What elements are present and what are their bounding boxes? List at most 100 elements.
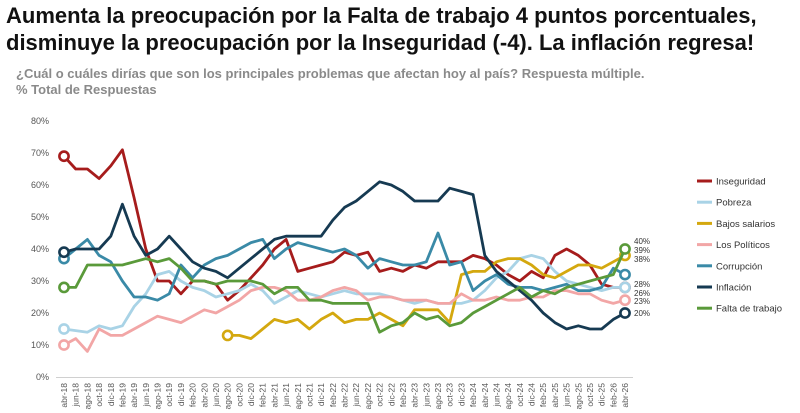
x-tick-label: dic-22 [386, 383, 396, 406]
series-line-bajos-salarios [226, 253, 627, 341]
series-end-marker-pobreza [619, 281, 631, 294]
y-tick-label: 50% [31, 212, 49, 222]
x-tick-label: oct-24 [515, 383, 525, 407]
x-tick-label: feb-19 [117, 383, 127, 407]
series-line-corrupcion [62, 231, 627, 302]
x-tick-label: jun-24 [491, 383, 501, 408]
x-tick-label: ago-23 [433, 383, 443, 410]
series-end-label-falta-de-trabajo: 40% [634, 237, 650, 246]
legend-item-inflacion[interactable]: Inflación [716, 283, 751, 294]
legend-item-inseguridad[interactable]: Inseguridad [716, 177, 766, 188]
legend-item-los-politicos[interactable]: Los Políticos [716, 240, 770, 251]
series-start-marker-inflacion [58, 246, 70, 259]
series-end-label-inflacion: 20% [634, 309, 650, 318]
series-line-falta-de-trabajo [62, 247, 627, 334]
x-tick-label: feb-25 [538, 383, 548, 407]
y-tick-label: 40% [31, 244, 49, 254]
x-tick-label: ago-24 [503, 383, 513, 410]
x-tick-label: abr-21 [269, 383, 279, 408]
series-end-marker-corrupcion [619, 268, 631, 281]
series-end-label-inseguridad: 26% [634, 289, 650, 298]
series-end-marker-inflacion [619, 307, 631, 319]
x-tick-label: abr-24 [480, 383, 490, 408]
x-tick-label: abr-20 [199, 383, 209, 408]
x-tick-label: jun-20 [211, 383, 221, 408]
x-tick-label: abr-18 [59, 383, 69, 408]
series-end-label-bajos-salarios: 39% [634, 246, 650, 255]
chart-series-group [58, 148, 631, 353]
series-start-marker-pobreza [58, 323, 70, 335]
series-start-marker-bajos-salarios [221, 329, 234, 342]
series-line-inseguridad [62, 148, 627, 302]
series-end-label-los-politicos: 23% [634, 297, 650, 306]
x-tick-label: oct-25 [585, 383, 595, 407]
x-tick-label: dic-20 [246, 383, 256, 406]
x-tick-label: dic-24 [527, 383, 537, 406]
x-tick-label: ago-19 [153, 383, 163, 410]
x-tick-label: feb-26 [608, 383, 618, 407]
chart-subtitle-line-1: ¿Cuál o cuáles dirías que son los princi… [16, 66, 645, 81]
series-start-marker-inseguridad [58, 150, 70, 163]
x-tick-label: ago-20 [223, 383, 233, 410]
x-tick-label: dic-25 [597, 383, 607, 406]
chart-legend[interactable]: Inseguridad Pobreza Bajos salarios Los Polí… [697, 177, 782, 315]
x-tick-label: jun-21 [281, 383, 291, 408]
x-tick-label: abr-22 [340, 383, 350, 408]
x-tick-label: feb-23 [398, 383, 408, 407]
x-tick-label: ago-18 [82, 383, 92, 410]
legend-item-bajos-salarios[interactable]: Bajos salarios [716, 219, 775, 230]
legend-item-pobreza[interactable]: Pobreza [716, 198, 752, 209]
legend-item-corrupcion[interactable]: Corrupción [716, 261, 762, 272]
chart-title-line-2: disminuye la preocupación por la Insegur… [6, 30, 755, 55]
x-tick-label: ago-22 [363, 383, 373, 410]
y-tick-label: 70% [31, 148, 49, 158]
series-end-marker-los-politicos [619, 294, 631, 307]
x-tick-label: jun-18 [71, 383, 81, 408]
x-tick-label: abr-19 [129, 383, 139, 408]
x-tick-label: jun-22 [351, 383, 361, 408]
chart-subtitle: ¿Cuál o cuáles dirías que son los princi… [16, 66, 786, 98]
y-tick-label: 20% [31, 308, 49, 318]
x-tick-label: ago-21 [293, 383, 303, 410]
x-tick-label: jun-23 [421, 383, 431, 408]
x-tick-label: oct-23 [445, 383, 455, 407]
chart-title-line-1: Aumenta la preocupación por la Falta de … [6, 3, 757, 28]
x-tick-label: oct-19 [164, 383, 174, 407]
series-end-label-pobreza: 28% [634, 280, 650, 289]
x-tick-label: abr-23 [410, 383, 420, 408]
y-tick-label: 0% [36, 372, 49, 382]
chart-subtitle-line-2: % Total de Respuestas [16, 82, 157, 97]
x-tick-label: oct-18 [94, 383, 104, 407]
series-start-marker-los-politicos [58, 339, 70, 351]
x-tick-label: dic-21 [316, 383, 326, 406]
legend-item-falta-de-trabajo[interactable]: Falta de trabajo [716, 304, 782, 315]
x-tick-label: abr-26 [620, 383, 630, 408]
x-tick-label: dic-19 [176, 383, 186, 406]
x-tick-label: feb-20 [188, 383, 198, 407]
x-tick-label: oct-20 [234, 383, 244, 407]
x-tick-label: jun-25 [562, 383, 572, 408]
chart-title: Aumenta la preocupación por la Falta de … [6, 2, 796, 56]
series-start-marker-falta-de-trabajo [58, 281, 70, 294]
x-tick-label: ago-25 [573, 383, 583, 410]
y-tick-label: 10% [31, 340, 49, 350]
x-tick-label: feb-24 [468, 383, 478, 407]
chart-end-labels: 26%28% 39% 23% 38% 20% 40% [634, 237, 650, 318]
x-tick-label: jun-19 [141, 383, 151, 408]
chart-axes: 0%10%20%30%40%50%60%70%80%abr-18 jun-18 ag… [31, 116, 633, 409]
series-line-inflacion [62, 180, 627, 331]
x-tick-label: dic-18 [106, 383, 116, 406]
x-tick-label: oct-21 [304, 383, 314, 407]
y-tick-label: 80% [31, 116, 49, 126]
series-end-marker-falta-de-trabajo [619, 243, 631, 255]
series-end-label-corrupcion: 38% [634, 255, 650, 264]
x-tick-label: oct-22 [375, 383, 385, 407]
x-tick-label: abr-25 [550, 383, 560, 408]
series-line-pobreza [62, 253, 627, 334]
y-tick-label: 60% [31, 180, 49, 190]
x-tick-label: feb-21 [258, 383, 268, 407]
x-tick-label: dic-23 [456, 383, 466, 406]
y-tick-label: 30% [31, 276, 49, 286]
x-tick-label: feb-22 [328, 383, 338, 407]
